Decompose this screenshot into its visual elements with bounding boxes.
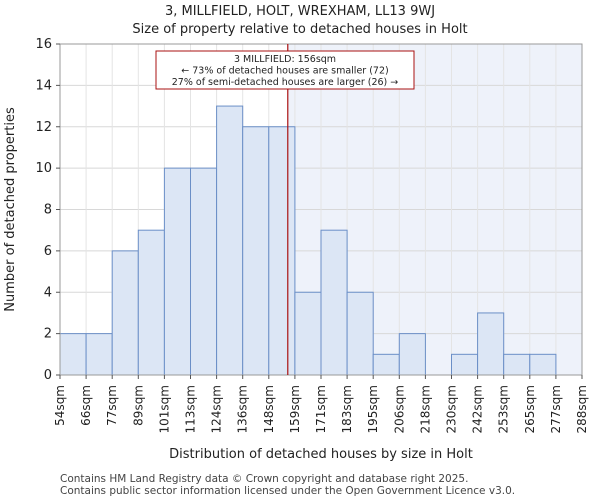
bar-66sqm xyxy=(85,333,113,376)
bar-54sqm xyxy=(59,333,87,376)
y-axis-label: Number of detached properties xyxy=(3,107,18,312)
y-tick-label: 12 xyxy=(35,120,52,135)
bar-206sqm xyxy=(398,333,426,376)
x-tick-label: 171sqm xyxy=(314,385,328,433)
x-tick-label: 54sqm xyxy=(53,385,67,426)
bar-124sqm xyxy=(216,105,244,376)
annotation-line-1: 3 MILLFIELD: 156sqm xyxy=(234,54,336,65)
x-tick-label: 265sqm xyxy=(523,385,537,433)
bar-113sqm xyxy=(190,167,218,376)
x-tick-label: 77sqm xyxy=(105,385,119,426)
y-tick-label: 14 xyxy=(35,78,52,93)
x-axis-label: Distribution of detached houses by size … xyxy=(169,447,473,462)
x-tick-label: 288sqm xyxy=(575,385,589,433)
bar-253sqm xyxy=(503,353,531,376)
bar-148sqm xyxy=(268,126,296,376)
footer-line-1: Contains HM Land Registry data © Crown c… xyxy=(60,473,469,485)
bar-242sqm xyxy=(477,312,505,376)
x-tick-label: 253sqm xyxy=(497,385,511,433)
bar-101sqm xyxy=(163,167,191,376)
x-tick-label: 124sqm xyxy=(210,385,224,433)
x-tick-label: 66sqm xyxy=(79,385,93,426)
x-tick-label: 277sqm xyxy=(549,385,563,433)
annotation-line-2: ← 73% of detached houses are smaller (72… xyxy=(181,66,388,77)
y-tick-label: 16 xyxy=(35,37,52,52)
bar-89sqm xyxy=(137,229,165,376)
x-tick-label: 89sqm xyxy=(131,385,145,426)
bar-171sqm xyxy=(320,229,348,376)
x-tick-label: 195sqm xyxy=(366,385,380,433)
x-tick-label: 113sqm xyxy=(184,385,198,433)
y-tick-label: 8 xyxy=(44,203,52,218)
annotation-line-3: 27% of semi-detached houses are larger (… xyxy=(172,77,399,88)
bar-77sqm xyxy=(111,250,139,376)
annotation-box xyxy=(155,50,415,90)
y-tick-label: 6 xyxy=(44,244,52,259)
x-tick-label: 242sqm xyxy=(471,385,485,433)
chart-title: 3, MILLFIELD, HOLT, WREXHAM, LL13 9WJ xyxy=(164,4,436,19)
x-tick-label: 101sqm xyxy=(157,385,171,433)
bar-265sqm xyxy=(529,353,557,376)
bar-183sqm xyxy=(346,291,374,376)
x-tick-label: 230sqm xyxy=(445,385,459,433)
bar-195sqm xyxy=(372,353,400,376)
y-tick-label: 0 xyxy=(44,368,52,383)
y-tick-label: 10 xyxy=(35,161,52,176)
y-tick-label: 4 xyxy=(44,285,52,300)
x-tick-label: 183sqm xyxy=(340,385,354,433)
bar-136sqm xyxy=(242,126,270,376)
x-tick-label: 136sqm xyxy=(236,385,250,433)
bar-159sqm xyxy=(294,291,322,376)
x-tick-label: 218sqm xyxy=(418,385,432,433)
chart-subtitle: Size of property relative to detached ho… xyxy=(132,22,468,37)
x-tick-label: 159sqm xyxy=(288,385,302,433)
x-tick-label: 148sqm xyxy=(262,385,276,433)
footer-line-2: Contains public sector information licen… xyxy=(60,485,516,497)
bar-230sqm xyxy=(451,353,479,376)
x-tick-label: 206sqm xyxy=(392,385,406,433)
y-tick-label: 2 xyxy=(44,327,52,342)
